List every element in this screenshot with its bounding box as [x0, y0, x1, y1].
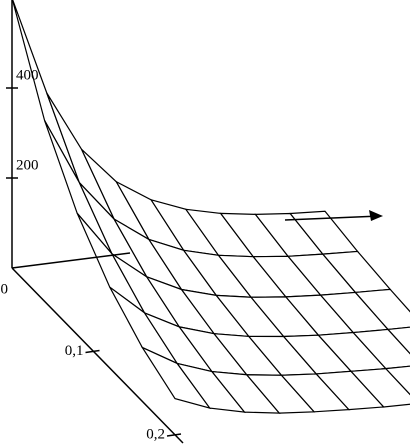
y-axis: [11, 267, 184, 444]
x-axis-arrowhead: [369, 210, 383, 221]
surface-patch: [349, 368, 410, 408]
surface-patch: [351, 328, 410, 370]
y-tick: [166, 433, 182, 437]
y-tick: [85, 349, 100, 354]
y-tick-label: 0,1: [65, 343, 84, 359]
surface-patch: [354, 288, 410, 331]
y-tick-label: 0: [1, 281, 9, 297]
surface-patch: [384, 365, 410, 396]
x-axis: [11, 252, 131, 269]
z-tick-label: 400: [16, 67, 39, 83]
x-axis-arrow: [284, 215, 381, 221]
z-tick-label: 200: [16, 157, 39, 173]
y-tick-label: 0,2: [146, 426, 165, 442]
plot-area: [11, 0, 410, 414]
